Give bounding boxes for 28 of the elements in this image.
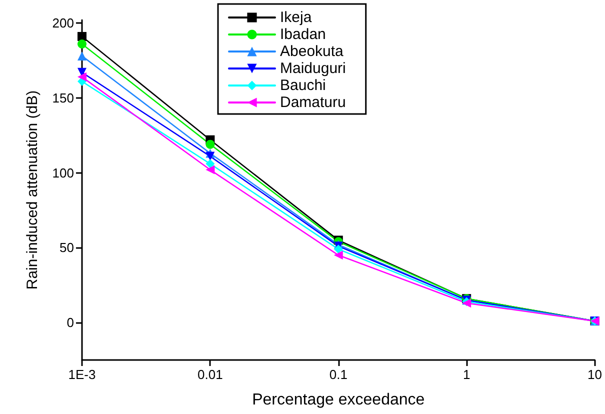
legend-label: Bauchi (280, 77, 326, 94)
y-tick-label: 0 (66, 315, 74, 330)
y-tick-label: 100 (52, 165, 74, 180)
point (334, 250, 343, 260)
point (334, 244, 343, 254)
legend-label: Ikeja (280, 9, 312, 26)
point (206, 152, 215, 161)
x-tick-label: 0.1 (329, 367, 348, 382)
point (78, 32, 86, 41)
y-tick-label: 150 (52, 90, 74, 106)
x-tick-label: 1E-3 (68, 367, 96, 382)
legend-label: Abeokuta (280, 43, 344, 60)
point (206, 165, 215, 174)
y-axis-title: Rain-induced attenuation (dB) (24, 90, 41, 290)
point (206, 159, 215, 168)
y-tick-label: 200 (52, 15, 74, 30)
y-tick-label: 50 (60, 240, 74, 256)
x-tick-label: 0.01 (198, 367, 223, 382)
x-axis-title: Percentage exceedance (252, 392, 425, 408)
point (78, 72, 86, 82)
legend-label: Damaturu (280, 94, 346, 111)
x-tick-label: 1 (462, 367, 470, 382)
legend-label: Maiduguri (280, 60, 346, 77)
legend-label: Ibadan (280, 26, 326, 43)
point (78, 39, 86, 48)
x-tick-label: 10 (588, 367, 602, 382)
point (206, 140, 215, 149)
point (78, 51, 86, 60)
